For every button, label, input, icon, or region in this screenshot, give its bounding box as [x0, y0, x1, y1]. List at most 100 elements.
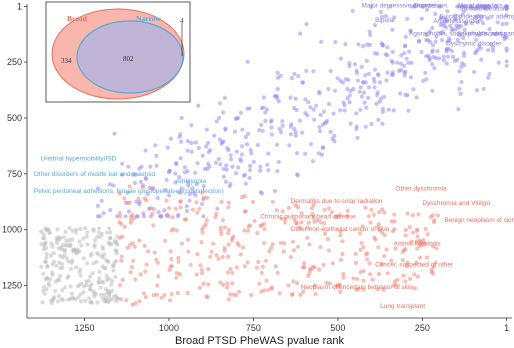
- purple-phenotype-point: [424, 54, 429, 59]
- red-phenotype-point: [132, 244, 137, 249]
- red-phenotype-point: [389, 258, 394, 263]
- purple-phenotype-point: [419, 16, 424, 21]
- red-phenotype-point: [309, 206, 315, 211]
- purple-phenotype-point: [296, 74, 301, 79]
- purple-phenotype-point: [249, 151, 254, 156]
- red-phenotype-point: [127, 242, 133, 247]
- red-phenotype-point: [301, 289, 306, 294]
- purple-phenotype-point: [243, 134, 248, 140]
- red-phenotype-point: [199, 267, 204, 272]
- purple-phenotype-point: [332, 88, 338, 93]
- broad-only-count: 334: [61, 57, 72, 65]
- red-phenotype-point: [385, 271, 390, 276]
- grey-phenotype-point: [97, 276, 102, 281]
- red-phenotype-point: [131, 216, 137, 221]
- overlap-count: 802: [123, 55, 134, 63]
- x-tick-label: 1000: [159, 323, 179, 333]
- red-phenotype-point: [225, 285, 230, 290]
- purple-phenotype-point: [433, 11, 438, 17]
- purple-phenotype-point: [383, 52, 388, 57]
- purple-phenotype-point: [138, 179, 143, 184]
- purple-phenotype-point: [244, 142, 250, 147]
- red-phenotype-point: [179, 241, 184, 246]
- red-phenotype-point: [131, 258, 136, 263]
- purple-phenotype-point: [457, 69, 462, 74]
- red-phenotype-point: [214, 253, 219, 258]
- purple-phenotype-point: [154, 153, 159, 158]
- red-phenotype-point: [162, 293, 167, 298]
- purple-phenotype-point: [139, 164, 144, 169]
- purple-phenotype-point: [179, 186, 184, 191]
- grey-phenotype-point: [56, 246, 61, 251]
- purple-phenotype-point: [414, 95, 419, 100]
- grey-phenotype-point: [68, 266, 73, 272]
- purple-phenotype-point: [490, 45, 496, 50]
- grey-phenotype-point: [50, 262, 55, 267]
- grey-phenotype-point: [64, 243, 69, 248]
- purple-phenotype-point: [148, 164, 153, 169]
- grey-phenotype-point: [53, 288, 58, 294]
- red-phenotype-point: [337, 213, 343, 218]
- grey-phenotype-point: [92, 244, 97, 249]
- purple-phenotype-point: [460, 4, 465, 9]
- red-phenotype-point: [307, 267, 312, 272]
- grey-phenotype-point: [107, 290, 112, 295]
- purple-phenotype-point: [364, 105, 369, 110]
- grey-phenotype-point: [104, 273, 109, 278]
- red-phenotype-point: [393, 246, 398, 251]
- purple-phenotype-point: [461, 9, 467, 14]
- purple-phenotype-point: [95, 214, 101, 219]
- grey-phenotype-point: [54, 263, 59, 268]
- purple-phenotype-point: [174, 162, 179, 167]
- red-phenotype-point: [151, 293, 156, 298]
- grey-phenotype-point: [59, 297, 64, 302]
- red-phenotype-point: [269, 286, 274, 291]
- red-phenotype-point: [435, 213, 440, 218]
- red-phenotype-point: [188, 262, 193, 267]
- purple-phenotype-point: [221, 174, 226, 179]
- grey-phenotype-point: [45, 264, 50, 269]
- red-phenotype-point: [307, 242, 312, 247]
- purple-phenotype-point: [304, 22, 309, 27]
- purple-phenotype-point: [423, 70, 428, 75]
- red-phenotype-point: [316, 267, 322, 272]
- red-phenotype-point: [312, 283, 317, 288]
- red-phenotype-point: [206, 266, 211, 272]
- red-phenotype-point: [170, 215, 175, 220]
- grey-phenotype-point: [97, 230, 102, 235]
- grey-phenotype-point: [106, 300, 111, 305]
- purple-phenotype-point: [243, 181, 248, 186]
- y-tick-label: 1000: [2, 225, 22, 235]
- grey-phenotype-point: [67, 226, 72, 231]
- purple-phenotype-point: [355, 78, 360, 83]
- red-phenotype-point: [375, 287, 380, 292]
- purple-phenotype-point: [185, 169, 190, 174]
- red-phenotype-point: [138, 272, 143, 277]
- red-phenotype-point: [174, 275, 179, 280]
- purple-phenotype-point: [403, 43, 408, 49]
- red-phenotype-point: [326, 248, 332, 253]
- purple-phenotype-point: [239, 152, 244, 157]
- purple-phenotype-point: [485, 16, 490, 21]
- red-phenotype-point: [337, 282, 342, 287]
- red-phenotype-point: [318, 220, 323, 225]
- red-phenotype-point: [124, 298, 129, 303]
- red-phenotype-point: [120, 277, 125, 282]
- purple-phenotype-point: [205, 140, 211, 146]
- grey-phenotype-point: [78, 226, 83, 232]
- purple-phenotype-point: [217, 115, 222, 120]
- purple-phenotype-point: [225, 146, 230, 151]
- scatter-points: [39, 4, 509, 307]
- purple-phenotype-point: [432, 66, 437, 71]
- grey-phenotype-point: [113, 274, 118, 279]
- red-phenotype-point: [412, 286, 417, 291]
- grey-phenotype-point: [91, 228, 96, 233]
- red-phenotype-point: [267, 249, 272, 254]
- y-tick-label: 1: [17, 1, 22, 11]
- purple-phenotype-point: [275, 87, 280, 92]
- red-phenotype-point: [313, 291, 318, 297]
- red-phenotype-point: [434, 246, 439, 251]
- red-phenotype-point: [355, 277, 360, 282]
- purple-phenotype-point: [504, 21, 509, 26]
- red-phenotype-point: [226, 227, 231, 232]
